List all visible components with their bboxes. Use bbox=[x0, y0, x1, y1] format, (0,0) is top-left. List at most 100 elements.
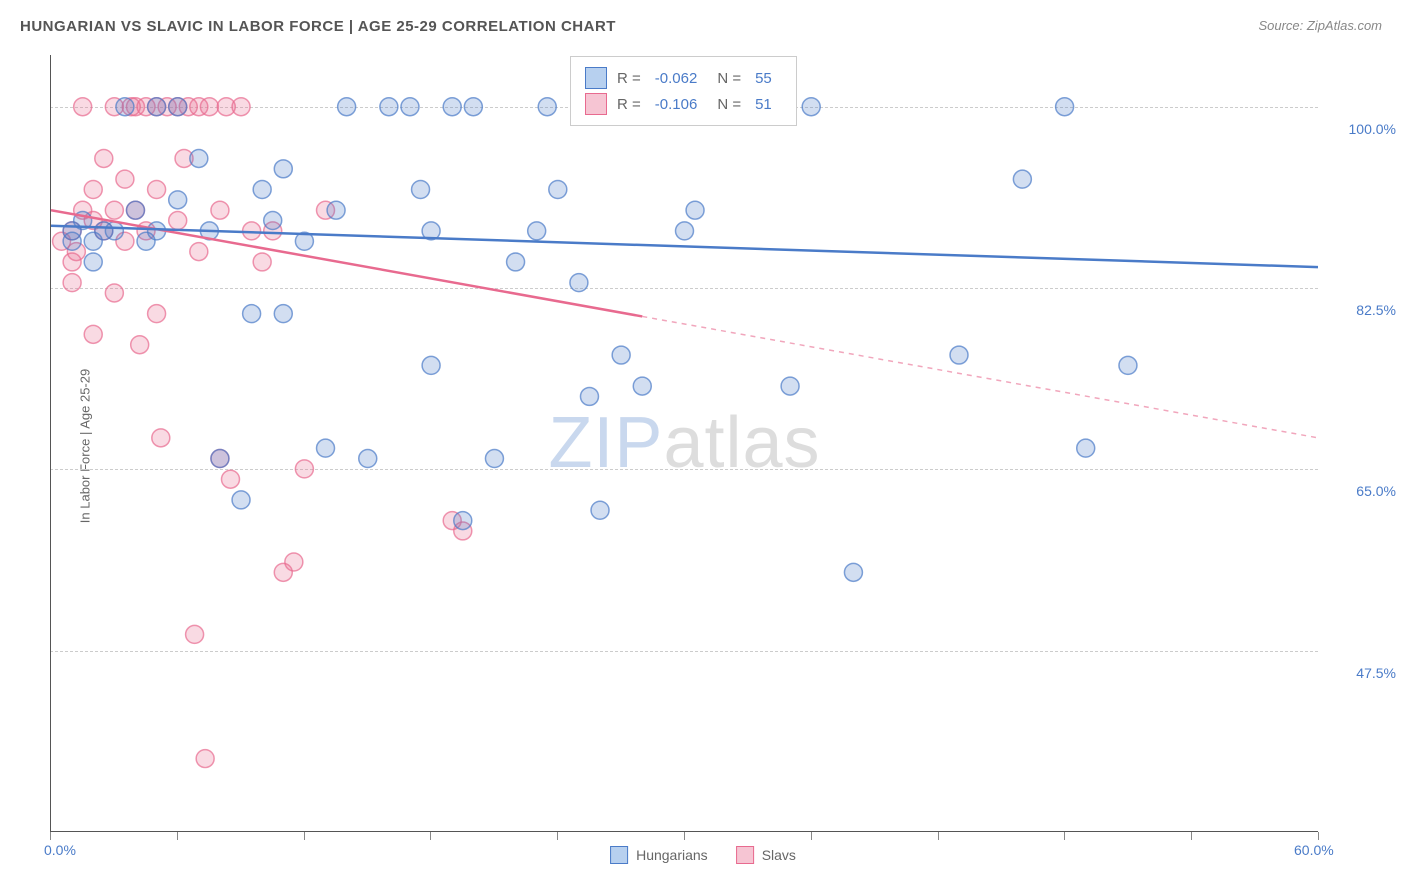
x-tick bbox=[1191, 832, 1192, 840]
data-point bbox=[63, 274, 81, 292]
x-tick bbox=[1318, 832, 1319, 840]
legend-swatch-slavs bbox=[585, 93, 607, 115]
data-point bbox=[84, 253, 102, 271]
data-point bbox=[190, 243, 208, 261]
data-point bbox=[196, 750, 214, 768]
data-point bbox=[1077, 439, 1095, 457]
data-point bbox=[232, 98, 250, 116]
data-point bbox=[422, 356, 440, 374]
data-point bbox=[538, 98, 556, 116]
data-point bbox=[211, 201, 229, 219]
r-label: R = bbox=[617, 70, 641, 87]
r-value-slavs: -0.106 bbox=[655, 96, 698, 113]
legend-item-slavs: Slavs bbox=[736, 846, 796, 864]
x-tick bbox=[1064, 832, 1065, 840]
data-point bbox=[549, 181, 567, 199]
n-value-hungarians: 55 bbox=[755, 70, 772, 87]
legend-label-slavs: Slavs bbox=[762, 847, 796, 863]
y-tick-label: 65.0% bbox=[1356, 483, 1396, 499]
data-point bbox=[295, 460, 313, 478]
data-point bbox=[591, 501, 609, 519]
data-point bbox=[612, 346, 630, 364]
data-point bbox=[285, 553, 303, 571]
data-point bbox=[253, 181, 271, 199]
legend-item-hungarians: Hungarians bbox=[610, 846, 708, 864]
data-point bbox=[116, 98, 134, 116]
data-point bbox=[686, 201, 704, 219]
data-point bbox=[485, 450, 503, 468]
data-point bbox=[200, 98, 218, 116]
data-point bbox=[152, 429, 170, 447]
y-tick-label: 82.5% bbox=[1356, 302, 1396, 318]
data-point bbox=[327, 201, 345, 219]
data-point bbox=[464, 98, 482, 116]
x-tick-label: 0.0% bbox=[44, 842, 76, 858]
x-tick bbox=[684, 832, 685, 840]
x-tick bbox=[938, 832, 939, 840]
data-point bbox=[148, 98, 166, 116]
data-point bbox=[802, 98, 820, 116]
plot-area: ZIPatlas bbox=[50, 55, 1318, 832]
chart-title: HUNGARIAN VS SLAVIC IN LABOR FORCE | AGE… bbox=[20, 18, 616, 35]
data-point bbox=[84, 325, 102, 343]
data-point bbox=[359, 450, 377, 468]
data-point bbox=[105, 284, 123, 302]
data-point bbox=[454, 512, 472, 530]
n-label: N = bbox=[717, 70, 741, 87]
data-point bbox=[131, 336, 149, 354]
r-label: R = bbox=[617, 96, 641, 113]
data-point bbox=[148, 305, 166, 323]
data-point bbox=[169, 98, 187, 116]
data-point bbox=[190, 149, 208, 167]
trend-line bbox=[51, 210, 642, 316]
x-tick bbox=[50, 832, 51, 840]
data-point bbox=[443, 98, 461, 116]
r-value-hungarians: -0.062 bbox=[655, 70, 698, 87]
data-point bbox=[401, 98, 419, 116]
y-tick-label: 47.5% bbox=[1356, 665, 1396, 681]
data-point bbox=[95, 149, 113, 167]
data-point bbox=[317, 439, 335, 457]
data-point bbox=[253, 253, 271, 271]
data-point bbox=[148, 181, 166, 199]
data-point bbox=[338, 98, 356, 116]
x-tick bbox=[811, 832, 812, 840]
data-point bbox=[1056, 98, 1074, 116]
series-legend: Hungarians Slavs bbox=[610, 846, 796, 864]
data-point bbox=[528, 222, 546, 240]
data-point bbox=[412, 181, 430, 199]
n-value-slavs: 51 bbox=[755, 96, 772, 113]
plot-svg bbox=[51, 55, 1318, 831]
trend-line-extrapolated bbox=[642, 316, 1318, 437]
data-point bbox=[105, 222, 123, 240]
source-label: Source: ZipAtlas.com bbox=[1258, 18, 1382, 33]
data-point bbox=[264, 212, 282, 230]
data-point bbox=[74, 98, 92, 116]
data-point bbox=[63, 232, 81, 250]
data-point bbox=[781, 377, 799, 395]
legend-swatch-icon bbox=[736, 846, 754, 864]
data-point bbox=[186, 625, 204, 643]
data-point bbox=[126, 201, 144, 219]
legend-swatch-icon bbox=[610, 846, 628, 864]
data-point bbox=[211, 450, 229, 468]
x-tick bbox=[304, 832, 305, 840]
data-point bbox=[221, 470, 239, 488]
data-point bbox=[84, 181, 102, 199]
data-point bbox=[1013, 170, 1031, 188]
data-point bbox=[243, 305, 261, 323]
data-point bbox=[116, 170, 134, 188]
legend-label-hungarians: Hungarians bbox=[636, 847, 708, 863]
correlation-legend: R = -0.062 N = 55 R = -0.106 N = 51 bbox=[570, 56, 797, 126]
x-tick-label: 60.0% bbox=[1294, 842, 1334, 858]
legend-swatch-hungarians bbox=[585, 67, 607, 89]
x-tick bbox=[177, 832, 178, 840]
y-tick-label: 100.0% bbox=[1349, 121, 1396, 137]
data-point bbox=[1119, 356, 1137, 374]
data-point bbox=[633, 377, 651, 395]
data-point bbox=[844, 563, 862, 581]
legend-row-hungarians: R = -0.062 N = 55 bbox=[585, 65, 782, 91]
data-point bbox=[232, 491, 250, 509]
data-point bbox=[105, 201, 123, 219]
data-point bbox=[580, 387, 598, 405]
